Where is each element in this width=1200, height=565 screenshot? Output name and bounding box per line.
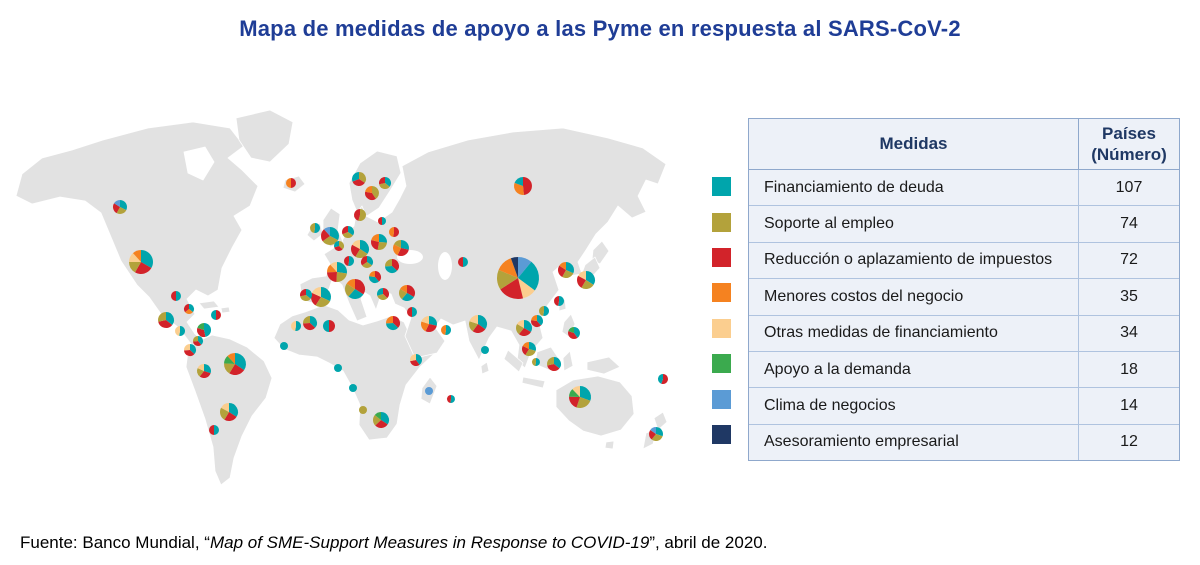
legend-row-count: 35 <box>1078 279 1179 315</box>
legend-row-business-climate: Clima de negocios 14 <box>749 388 1179 425</box>
source-note: Fuente: Banco Mundial, “Map of SME-Suppo… <box>20 533 767 553</box>
legend-row-label: Soporte al empleo <box>764 215 894 233</box>
legend-row-costs: Menores costos del negocio 35 <box>749 279 1179 316</box>
legend-table: Medidas Países (Número) Financiamiento d… <box>748 118 1180 462</box>
source-title: Map of SME-Support Measures in Response … <box>209 533 650 552</box>
world-map-container <box>8 100 700 497</box>
japan-north-shape <box>591 240 610 265</box>
legend-row-label: Apoyo a la demanda <box>764 360 911 378</box>
legend-row-label: Asesoramiento empresarial <box>764 433 959 451</box>
legend-row-count: 12 <box>1078 424 1179 461</box>
legend-row-employment: Soporte al empleo 74 <box>749 206 1179 243</box>
legend-swatch-tax <box>712 247 731 267</box>
legend-row-tax: Reducción o aplazamiento de impuestos 72 <box>749 242 1179 280</box>
legend-row-count: 74 <box>1078 206 1179 242</box>
legend-table-header: Medidas Países (Número) <box>749 119 1179 170</box>
legend-swatch-debt <box>712 177 731 197</box>
legend-swatch-business-climate <box>712 389 731 409</box>
new-guinea-shape <box>586 356 621 375</box>
australia-shape <box>555 375 635 437</box>
legend-row-label: Financiamiento de deuda <box>764 178 944 196</box>
cuba-shape <box>198 300 220 310</box>
legend-swatch-employment <box>712 212 731 232</box>
new-zealand-north-shape <box>653 411 668 431</box>
source-prefix: Fuente: Banco Mundial, “ <box>20 533 210 552</box>
legend-header-measures: Medidas <box>879 134 948 153</box>
legend-row-label: Reducción o aplazamiento de impuestos <box>764 251 1053 269</box>
legend-row-other-financing: Otras medidas de financiamiento 34 <box>749 315 1179 352</box>
sumatra-shape <box>503 349 524 373</box>
legend-swatch-advisory <box>712 424 731 444</box>
legend-row-label: Clima de negocios <box>764 397 896 415</box>
tasmania-shape <box>604 440 615 450</box>
greenland-shape <box>235 109 294 163</box>
source-suffix: ”, abril de 2020. <box>649 533 768 552</box>
legend-swatch-demand <box>712 354 731 374</box>
legend-row-label: Menores costos del negocio <box>764 287 964 305</box>
legend-row-label: Otras medidas de financiamiento <box>764 324 998 342</box>
sri-lanka-shape <box>480 361 490 375</box>
legend-row-debt: Financiamiento de deuda 107 <box>749 170 1179 207</box>
country-pie-charts <box>113 172 668 442</box>
legend-row-count: 72 <box>1078 242 1179 279</box>
legend-panel: Medidas Países (Número) Financiamiento d… <box>712 118 1180 462</box>
continents <box>15 109 668 486</box>
legend-swatch-other-financing <box>712 318 731 338</box>
hispaniola-shape <box>220 306 231 314</box>
legend-row-count: 34 <box>1078 315 1179 351</box>
sulawesi-shape <box>562 350 574 372</box>
legend-swatch-column <box>712 118 748 461</box>
legend-row-demand: Apoyo a la demanda 18 <box>749 351 1179 389</box>
caspian-sea <box>438 252 452 280</box>
legend-row-count: 14 <box>1078 388 1179 424</box>
north-america-shape <box>15 121 259 357</box>
legend-header-countries: Países (Número) <box>1078 119 1179 169</box>
java-shape <box>521 376 546 389</box>
africa-shape <box>273 304 437 441</box>
legend-swatch-costs <box>712 283 731 303</box>
page-title: Mapa de medidas de apoyo a las Pyme en r… <box>239 16 961 41</box>
legend-row-count: 18 <box>1078 351 1179 388</box>
legend-row-count: 107 <box>1078 170 1179 206</box>
world-map <box>15 109 668 486</box>
legend-row-advisory: Asesoramiento empresarial 12 <box>749 424 1179 461</box>
